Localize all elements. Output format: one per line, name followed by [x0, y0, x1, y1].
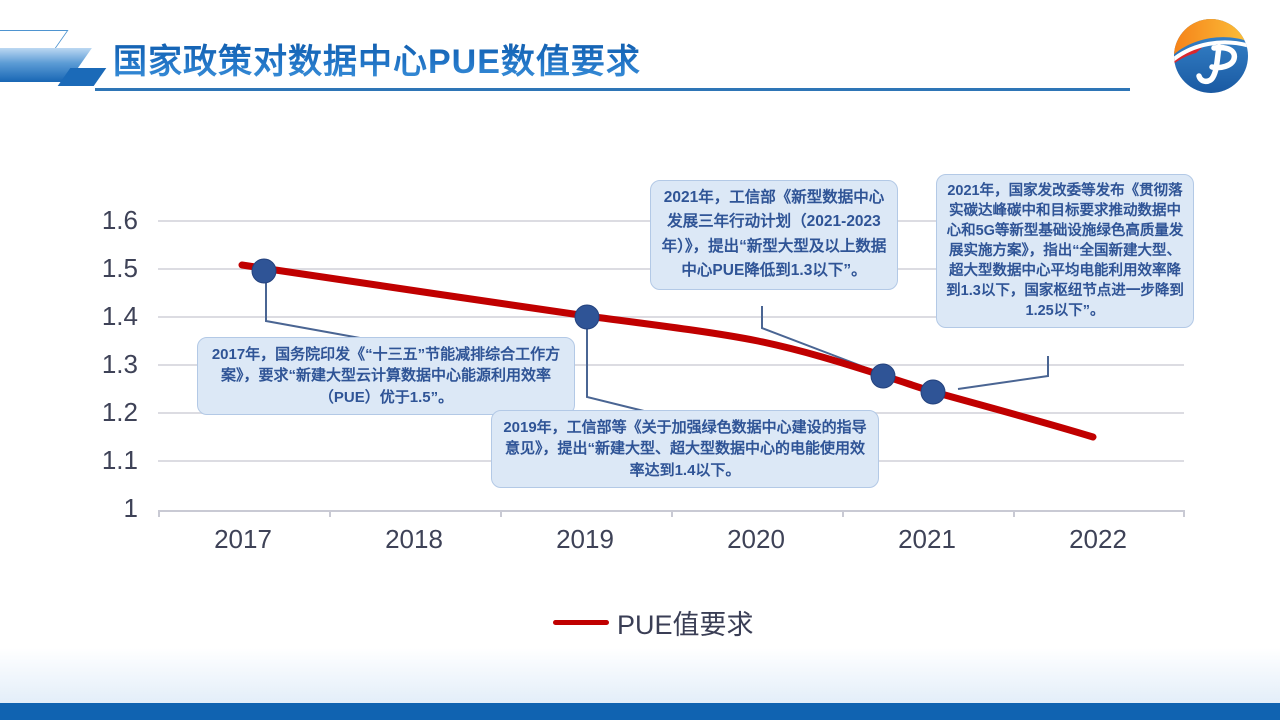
chart-legend: PUE值要求 — [553, 604, 754, 640]
footer-bar — [0, 703, 1280, 720]
x-axis-tick — [1183, 510, 1185, 517]
x-axis-tick — [671, 510, 673, 517]
annotation-2017-state-council: 2017年，国务院印发《“十三五”节能减排综合工作方案》，要求“新建大型云计算数… — [197, 337, 575, 415]
x-tick-label-2018: 2018 — [385, 524, 443, 554]
y-tick-label-1-6: 1.6 — [101, 205, 138, 235]
x-axis-tick — [329, 510, 331, 517]
footer-gradient — [0, 648, 1280, 703]
y-tick-label-1-4: 1.4 — [101, 301, 138, 331]
marker-2021-ndrc — [920, 379, 946, 405]
marker-2017 — [251, 258, 277, 284]
x-tick-label-2021: 2021 — [898, 524, 956, 554]
title-underline — [95, 88, 1130, 91]
slide-title: 国家政策对数据中心PUE数值要求 — [113, 34, 641, 83]
connector-2021-ndrc — [957, 356, 1049, 390]
x-axis-tick — [158, 510, 160, 517]
y-tick-label-1-1: 1.1 — [101, 445, 138, 475]
legend-line-swatch — [553, 619, 609, 625]
y-tick-label-1: 1 — [123, 493, 138, 523]
x-tick-label-2020: 2020 — [727, 524, 785, 554]
x-axis-tick — [500, 510, 502, 517]
annotation-2021-miit: 2021年，工信部《新型数据中心发展三年行动计划（2021-2023年）》，提出… — [650, 180, 898, 290]
brand-logo-icon — [1174, 19, 1248, 93]
y-tick-label-1-2: 1.2 — [101, 397, 138, 427]
annotation-2019-miit: 2019年，工信部等《关于加强绿色数据中心建设的指导意见》，提出“新建大型、超大… — [491, 410, 879, 488]
marker-2021-miit — [870, 363, 896, 389]
x-tick-label-2017: 2017 — [214, 524, 272, 554]
legend-label: PUE值要求 — [617, 609, 754, 640]
x-axis-tick — [842, 510, 844, 517]
x-axis-tick — [1013, 510, 1015, 517]
x-tick-label-2019: 2019 — [556, 524, 614, 554]
annotation-2021-ndrc: 2021年，国家发改委等发布《贯彻落实碳达峰碳中和目标要求推动数据中心和5G等新… — [936, 174, 1194, 328]
connector-2019 — [586, 329, 645, 412]
header-accent-shapes — [0, 22, 120, 94]
x-tick-label-2022: 2022 — [1069, 524, 1127, 554]
y-tick-label-1-3: 1.3 — [101, 349, 138, 379]
y-tick-label-1-5: 1.5 — [101, 253, 138, 283]
connector-2017 — [265, 283, 361, 339]
